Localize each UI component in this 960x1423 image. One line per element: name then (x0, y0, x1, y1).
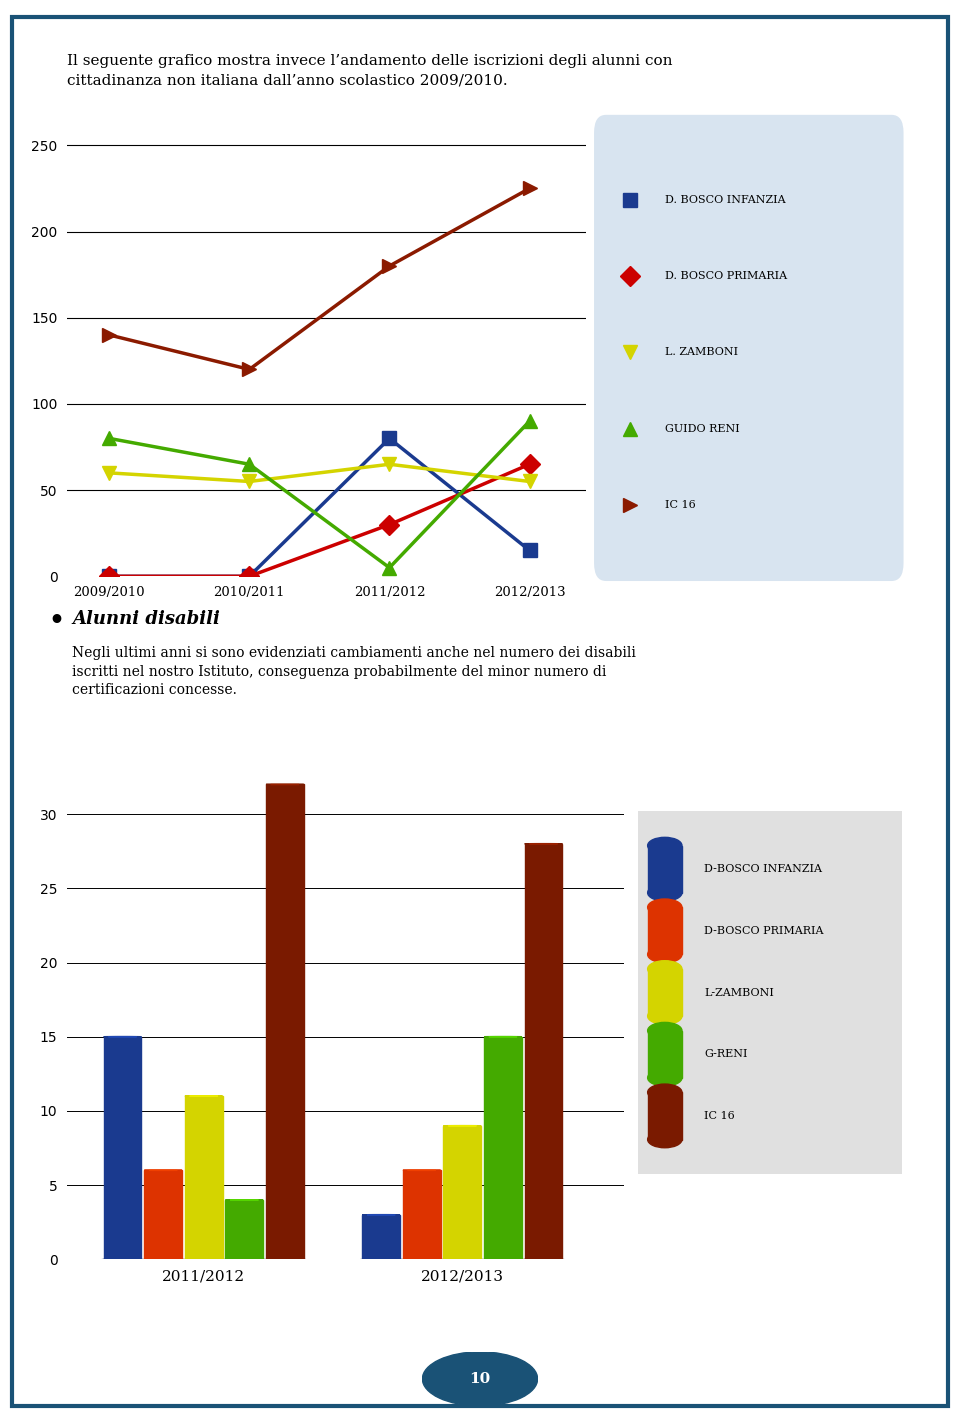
Text: D-BOSCO INFANZIA: D-BOSCO INFANZIA (705, 864, 823, 874)
Bar (266, 784, 303, 1259)
Text: D. BOSCO PRIMARIA: D. BOSCO PRIMARIA (665, 272, 787, 282)
Bar (648, 1030, 682, 1077)
Ellipse shape (648, 1007, 682, 1025)
Circle shape (422, 1352, 538, 1406)
Bar (648, 969, 682, 1016)
Bar (403, 1170, 441, 1259)
Ellipse shape (648, 946, 682, 963)
Bar (226, 1200, 263, 1259)
Text: 10: 10 (469, 1372, 491, 1386)
Text: Il seguente grafico mostra invece l’andamento delle iscrizioni degli alunni con: Il seguente grafico mostra invece l’anda… (67, 54, 673, 68)
Ellipse shape (648, 1131, 682, 1148)
Ellipse shape (648, 837, 682, 854)
Bar (444, 1126, 481, 1259)
Ellipse shape (648, 1022, 682, 1039)
Bar (104, 1037, 141, 1259)
Text: D. BOSCO INFANZIA: D. BOSCO INFANZIA (665, 195, 786, 205)
Ellipse shape (648, 1070, 682, 1086)
Text: iscritti nel nostro Istituto, conseguenza probabilmente del minor numero di: iscritti nel nostro Istituto, conseguenz… (72, 665, 607, 679)
Bar (648, 908, 682, 955)
Ellipse shape (648, 885, 682, 901)
Ellipse shape (648, 961, 682, 978)
Text: cittadinanza non italiana dall’anno scolastico 2009/2010.: cittadinanza non italiana dall’anno scol… (67, 74, 508, 88)
Text: L-ZAMBONI: L-ZAMBONI (705, 988, 775, 998)
Bar (648, 1093, 682, 1140)
Bar (484, 1037, 522, 1259)
Text: L. ZAMBONI: L. ZAMBONI (665, 347, 738, 357)
Ellipse shape (648, 899, 682, 915)
Bar (144, 1170, 182, 1259)
Bar (648, 845, 682, 892)
Text: Negli ultimi anni si sono evidenziati cambiamenti anche nel numero dei disabili: Negli ultimi anni si sono evidenziati ca… (72, 646, 636, 660)
Ellipse shape (648, 1084, 682, 1100)
Text: Alunni disabili: Alunni disabili (72, 610, 220, 629)
Text: D-BOSCO PRIMARIA: D-BOSCO PRIMARIA (705, 926, 824, 936)
Bar (362, 1215, 400, 1259)
Text: IC 16: IC 16 (665, 499, 696, 509)
FancyBboxPatch shape (594, 115, 903, 581)
Text: certificazioni concesse.: certificazioni concesse. (72, 683, 237, 697)
Text: •: • (48, 609, 64, 633)
Text: G-RENI: G-RENI (705, 1049, 748, 1059)
Text: IC 16: IC 16 (705, 1111, 735, 1121)
Text: GUIDO RENI: GUIDO RENI (665, 424, 740, 434)
Bar (185, 1096, 223, 1259)
Bar (525, 844, 563, 1259)
